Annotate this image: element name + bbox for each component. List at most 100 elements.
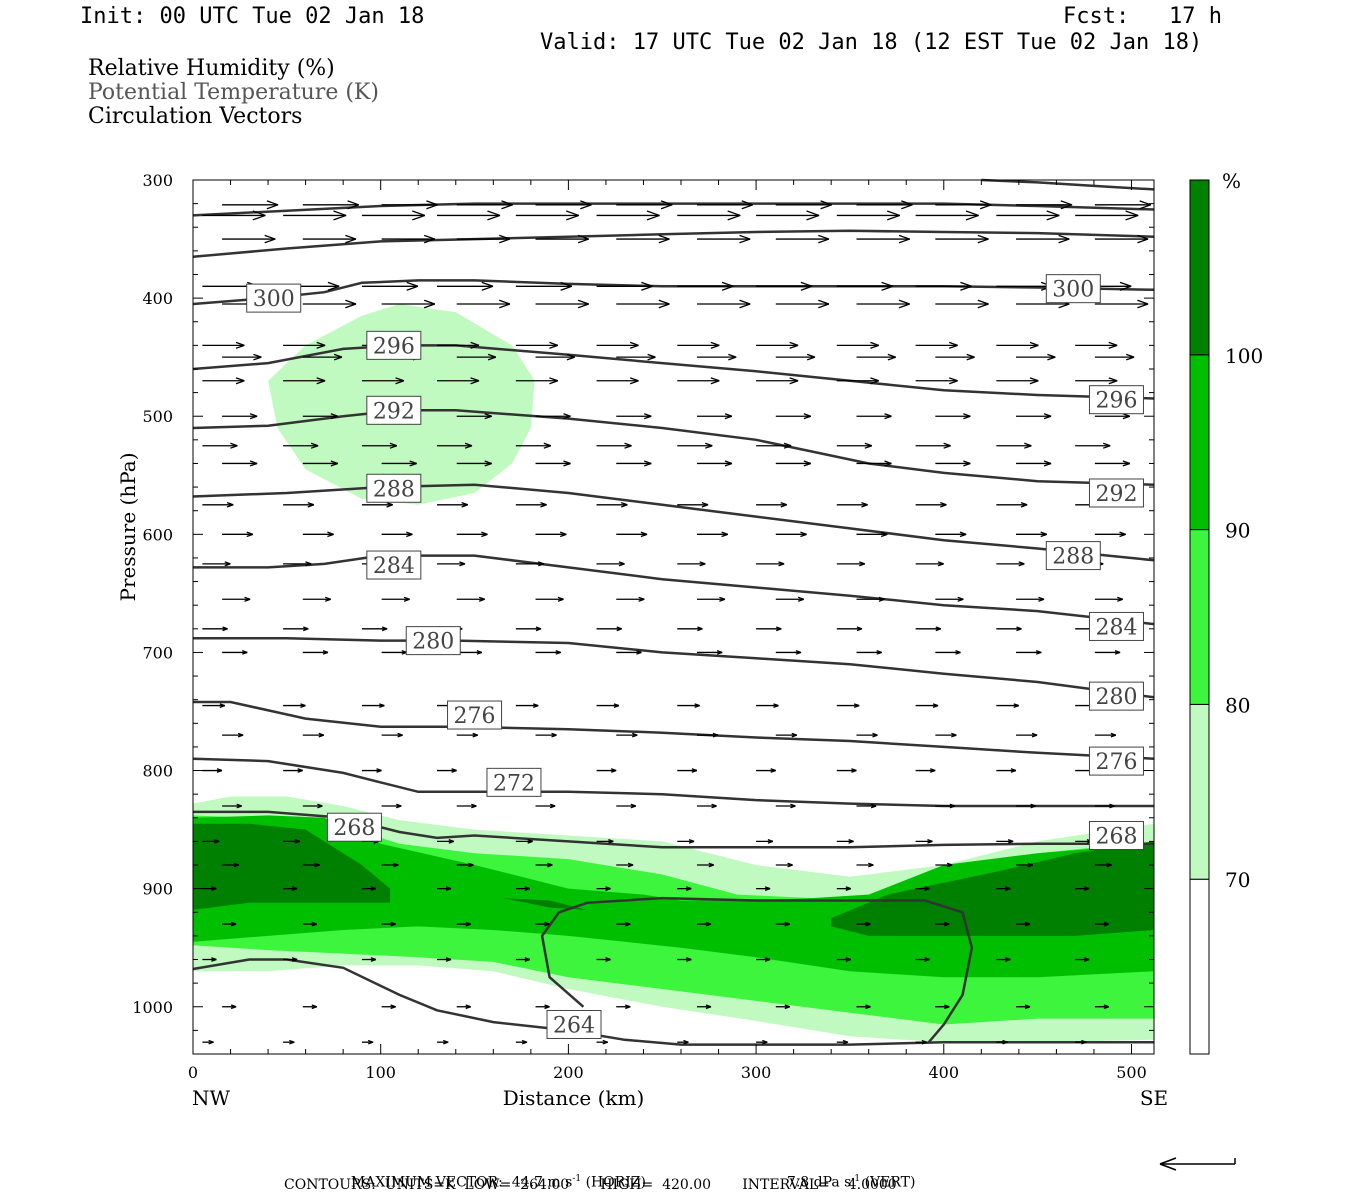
vector-arrow xyxy=(935,862,953,868)
vector-arrow xyxy=(996,377,1039,385)
vert-tail: (VERT) xyxy=(864,1174,916,1191)
vector-arrow xyxy=(302,531,334,538)
theta-label-268: 268 xyxy=(326,812,382,842)
vector-arrow xyxy=(596,839,614,844)
vector-arrow xyxy=(1075,886,1090,892)
vector-arrow xyxy=(381,299,436,309)
vector-arrow xyxy=(856,413,892,420)
vector-arrow xyxy=(677,703,700,708)
vector-arrow xyxy=(836,1039,849,1045)
x-end-right: SE xyxy=(1140,1086,1168,1110)
vector-arrow xyxy=(302,1004,318,1010)
vector-arrow xyxy=(596,768,617,773)
vector-arrow xyxy=(596,341,639,349)
vector-arrow xyxy=(616,1004,631,1010)
colorbar-swatch xyxy=(1189,179,1210,356)
y-tick-label: 700 xyxy=(142,643,173,662)
vector-arrow xyxy=(836,703,860,708)
vector-arrow xyxy=(515,703,539,708)
plot-frame xyxy=(192,179,1155,1055)
vector-arrow xyxy=(935,413,971,420)
vector-arrow xyxy=(283,502,315,508)
vector-arrow xyxy=(836,561,866,567)
vector-arrow xyxy=(996,703,1019,708)
vector-arrow xyxy=(696,234,751,244)
vector-arrow xyxy=(1016,1004,1031,1010)
horiz-tail: (HORIZ) xyxy=(585,1174,646,1191)
theta-label-text: 276 xyxy=(1095,750,1137,775)
vector-arrow xyxy=(677,561,706,567)
vector-arrow xyxy=(361,1039,374,1045)
valid-time: Valid: 17 UTC Tue 02 Jan 18 (12 EST Tue … xyxy=(540,30,1203,55)
vector-arrow xyxy=(361,768,382,773)
vector-arrow xyxy=(283,839,301,844)
vector-arrow xyxy=(1016,596,1045,602)
vector-arrow xyxy=(1075,957,1090,962)
vector-arrow xyxy=(437,502,469,508)
vector-arrow xyxy=(696,460,733,467)
theta-label-280: 280 xyxy=(405,626,461,656)
vector-arrow xyxy=(361,377,405,385)
vector-arrow xyxy=(535,803,556,809)
vector-arrow xyxy=(696,862,714,868)
vector-arrow xyxy=(596,886,611,892)
vector-arrow xyxy=(756,341,799,349)
vector-arrow xyxy=(535,413,571,420)
vector-arrow xyxy=(1075,210,1139,221)
vector-arrow xyxy=(1016,650,1042,655)
vector-arrow xyxy=(1016,200,1073,210)
theta-label-276: 276 xyxy=(447,700,503,730)
vector-arrow xyxy=(756,886,771,892)
vector-arrow xyxy=(775,650,802,655)
vector-arrow xyxy=(361,442,398,449)
y-tick-label: 500 xyxy=(142,407,173,426)
vector-arrow xyxy=(222,650,248,655)
vector-arrow xyxy=(302,234,357,244)
vector-arrow xyxy=(515,626,542,632)
vector-arrow xyxy=(535,596,564,602)
vector-arrow xyxy=(596,281,653,291)
vector-arrow xyxy=(935,234,989,244)
theta-contour-292-8 xyxy=(192,409,1155,486)
vector-arrow xyxy=(616,803,637,809)
vector-arrow xyxy=(222,803,242,809)
vector-arrow xyxy=(437,957,452,962)
theta-label-text: 292 xyxy=(373,399,415,424)
vector-arrow xyxy=(381,803,402,809)
theta-label-text: 280 xyxy=(412,630,454,655)
vector-arrow xyxy=(437,561,466,567)
vector-arrow xyxy=(361,281,419,291)
vector-arrow xyxy=(302,200,360,210)
vector-arrow xyxy=(935,460,971,467)
field-vectors: Circulation Vectors xyxy=(88,104,303,129)
vector-arrow xyxy=(456,413,492,420)
vector-arrow xyxy=(856,650,882,655)
x-tick-label: 300 xyxy=(741,1063,772,1082)
y-tick-label: 900 xyxy=(142,880,173,899)
vector-arrow xyxy=(1016,531,1048,538)
vector-arrow xyxy=(381,862,399,868)
vector-arrow xyxy=(596,703,620,708)
vector-arrow xyxy=(596,210,660,221)
vector-arrow xyxy=(515,442,552,449)
vector-arrow xyxy=(381,732,403,738)
vector-arrow xyxy=(915,957,930,962)
x-tick-label: 400 xyxy=(929,1063,960,1082)
vector-arrow xyxy=(1094,596,1124,602)
vector-arrow xyxy=(535,921,550,927)
theta-contour-312-13 xyxy=(981,178,1155,191)
vector-arrow xyxy=(677,957,692,962)
max-vector: MAXIMUM VECTOR: 44.7 m s-1 (HORIZ) xyxy=(342,1158,646,1191)
vector-arrow xyxy=(302,596,332,602)
vector-arrow xyxy=(535,732,557,738)
vector-arrow xyxy=(836,886,852,892)
vector-arrow xyxy=(515,561,545,567)
vector-arrow xyxy=(677,768,698,773)
vector-arrow xyxy=(1094,234,1149,244)
axes: 300 400 500 600 700 800 900 1000 0 100 200 300 400 50… xyxy=(116,171,1168,1110)
vector-arrow xyxy=(756,957,771,962)
horiz-value: 44.7 m s xyxy=(511,1174,573,1191)
vector-arrow xyxy=(856,803,877,809)
x-axis-label: Distance (km) xyxy=(503,1086,645,1110)
